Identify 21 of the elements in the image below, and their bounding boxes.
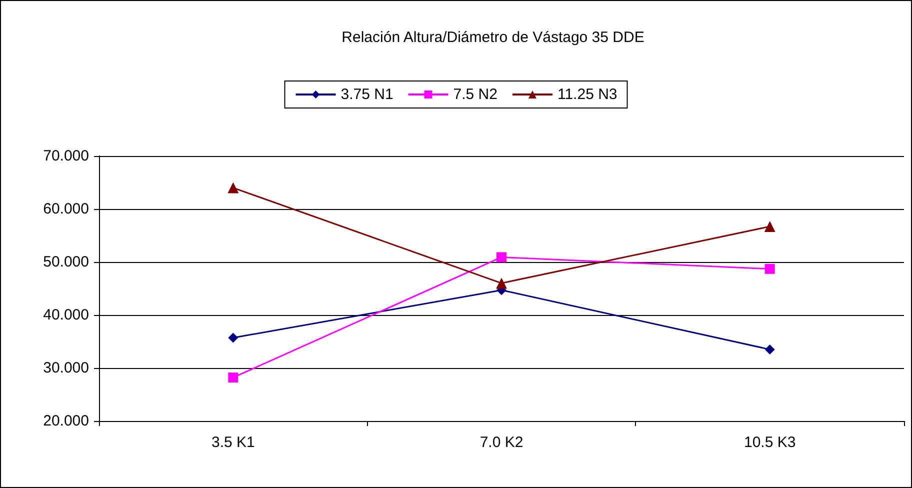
y-tick-label: 20.000 (43, 412, 89, 430)
point (764, 220, 776, 232)
point (764, 264, 775, 274)
y-tick-label: 70.000 (43, 148, 89, 164)
point (228, 182, 239, 194)
x-tick-label: 7.0 K2 (480, 434, 524, 451)
y-tick-label: 40.000 (43, 306, 89, 324)
point (496, 278, 507, 289)
y-tick-label: 60.000 (43, 200, 89, 218)
legend-label: 11.25 N3 (557, 86, 618, 103)
point (764, 344, 775, 354)
x-tick-label: 3.5 K1 (211, 434, 255, 451)
legend-label: 7.5 N2 (453, 86, 498, 103)
point (228, 332, 238, 343)
y-tick-label: 50.000 (43, 254, 89, 270)
legend-label: 3.75 N1 (340, 86, 394, 103)
point (496, 252, 506, 262)
chart-title: Relación Altura/Diámetro de Vástago 35 DDE (342, 29, 644, 46)
x-tick-label: 10.5 K3 (744, 434, 796, 451)
y-tick-label: 30.000 (43, 360, 89, 376)
point (228, 372, 238, 383)
